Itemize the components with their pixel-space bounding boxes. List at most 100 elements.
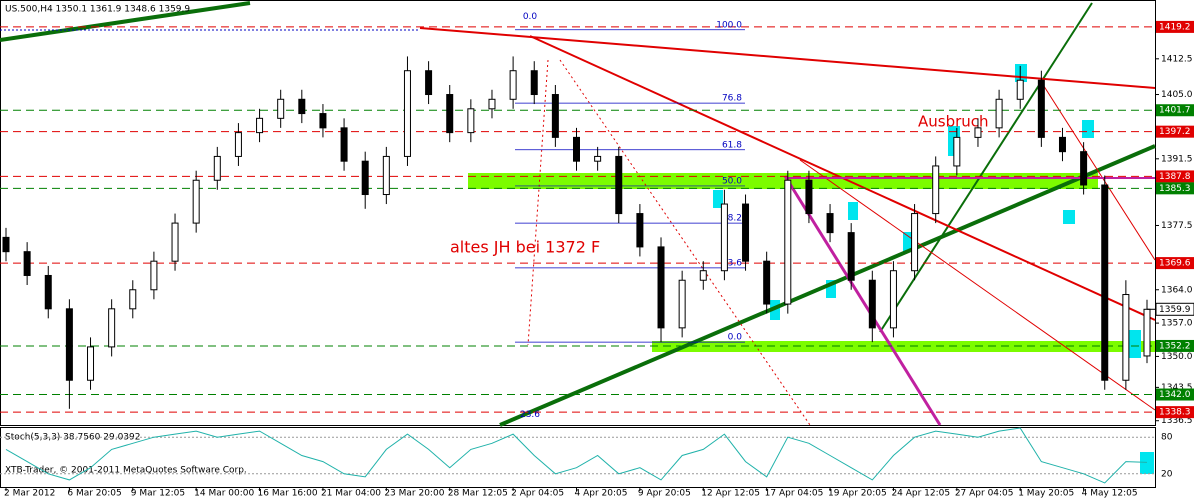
level-label: 1387.8 — [1159, 172, 1191, 182]
candle-body — [340, 127, 348, 162]
fib-label: 0.0 — [728, 333, 743, 343]
x-tick-label: 14 Mar 00:00 — [194, 489, 254, 498]
trend-line — [419, 27, 1156, 89]
x-tick-label: 9 Mar 12:05 — [131, 489, 185, 498]
level-tag — [1156, 257, 1194, 270]
candle-body — [213, 155, 221, 181]
candle-body — [932, 165, 940, 215]
candle-body — [256, 117, 264, 134]
trend-line — [783, 175, 942, 426]
candle-body — [1058, 136, 1066, 153]
candle-body — [129, 289, 137, 310]
candle-body — [636, 213, 644, 248]
candle-body — [382, 155, 390, 196]
candle-body — [1080, 151, 1088, 186]
level-label: 1338.3 — [1159, 408, 1191, 418]
candle-body — [699, 270, 707, 281]
x-tick-label: 21 Mar 04:00 — [321, 489, 381, 498]
candle-body — [995, 98, 1003, 129]
trend-line — [799, 159, 1156, 411]
x-tick-label: 6 Mar 20:05 — [67, 489, 121, 498]
x-tick-label: 28 Mar 12:05 — [448, 489, 508, 498]
candle-body — [763, 260, 771, 305]
level-label: 1401.7 — [1159, 106, 1191, 116]
level-tag — [1156, 388, 1194, 401]
candle-body — [171, 222, 179, 262]
candle-body — [953, 136, 961, 167]
candle-body — [425, 70, 433, 96]
candle-body — [234, 132, 242, 157]
marker — [1015, 64, 1027, 82]
y-tick-label: 1377.5 — [1161, 221, 1193, 231]
zone — [468, 173, 1098, 189]
x-tick-label: 4 May 12:05 — [1082, 489, 1138, 498]
x-tick-label: 1 May 20:05 — [1018, 489, 1074, 498]
x-tick-label: 19 Apr 20:05 — [828, 489, 887, 498]
candle-body — [594, 155, 602, 162]
y-tick-label: 1357.0 — [1161, 319, 1193, 329]
candle-body — [868, 279, 876, 329]
candle-body — [361, 160, 369, 196]
price-label: 1359.9 — [1159, 305, 1191, 315]
candle-body — [911, 213, 919, 272]
candle-body — [657, 246, 665, 329]
level-label: 1342.0 — [1159, 390, 1191, 400]
x-tick-label: 24 Apr 12:05 — [891, 489, 950, 498]
y-tick-label: 1391.5 — [1161, 154, 1193, 164]
candle-body — [1101, 184, 1109, 381]
annotation: Ausbruch — [918, 113, 989, 131]
candle-body — [615, 155, 623, 215]
candle-body — [551, 94, 559, 138]
candle-body — [974, 127, 982, 138]
main-frame — [0, 0, 1156, 426]
candle-body — [530, 70, 538, 96]
fib-label: 100.0 — [716, 20, 742, 30]
price-tag — [1155, 302, 1194, 316]
x-tick-label: 17 Apr 04:05 — [765, 489, 824, 498]
fib-label: 61.8 — [722, 140, 742, 150]
candle-body — [87, 346, 95, 381]
candle-body — [277, 98, 285, 119]
x-tick-label: 27 Apr 04:05 — [955, 489, 1014, 498]
level-tag — [1156, 20, 1194, 33]
level-tag — [1156, 170, 1194, 183]
candle-body — [889, 270, 897, 329]
candle-body — [1016, 79, 1024, 100]
x-tick-label: 2 Apr 04:05 — [511, 489, 564, 498]
zone — [652, 341, 1155, 352]
candle-body — [488, 98, 496, 110]
candle-body — [1037, 79, 1045, 138]
dotted-line — [559, 59, 811, 426]
x-tick-label: 12 Apr 12:05 — [701, 489, 760, 498]
marker — [848, 202, 858, 220]
marker — [1140, 452, 1154, 474]
marker — [1082, 120, 1094, 138]
stoch-line — [5, 427, 1148, 484]
x-tick-label: 16 Mar 16:00 — [258, 489, 318, 498]
level-tag — [1156, 339, 1194, 352]
candle-body — [847, 232, 855, 281]
x-tick-label: 23 Mar 20:00 — [384, 489, 444, 498]
marker — [903, 232, 913, 252]
fib-label: 0.0 — [523, 12, 538, 22]
stoch-tick-label: 20 — [1161, 469, 1173, 479]
candle-body — [2, 236, 10, 253]
candle-body — [573, 136, 580, 162]
fib-label: 23.6 — [520, 410, 540, 420]
level-tag — [1156, 406, 1194, 419]
stoch-tick-label: 80 — [1161, 433, 1173, 443]
x-tick-label: 2 Mar 2012 — [4, 489, 55, 498]
level-tag — [1156, 104, 1194, 117]
candle-body — [298, 98, 306, 115]
y-tick-label: 1336.5 — [1161, 416, 1193, 426]
footer: XTB-Trader, © 2001-2011 MetaQuotes Softw… — [5, 466, 247, 476]
y-tick-label: 1343.5 — [1161, 383, 1193, 393]
candle-body — [742, 203, 750, 262]
candle-body — [319, 113, 327, 129]
trend-line — [0, 1, 251, 42]
candle-body — [826, 213, 834, 234]
trend-line — [499, 144, 1156, 427]
candle-body — [446, 94, 454, 134]
candle-body — [65, 308, 73, 381]
